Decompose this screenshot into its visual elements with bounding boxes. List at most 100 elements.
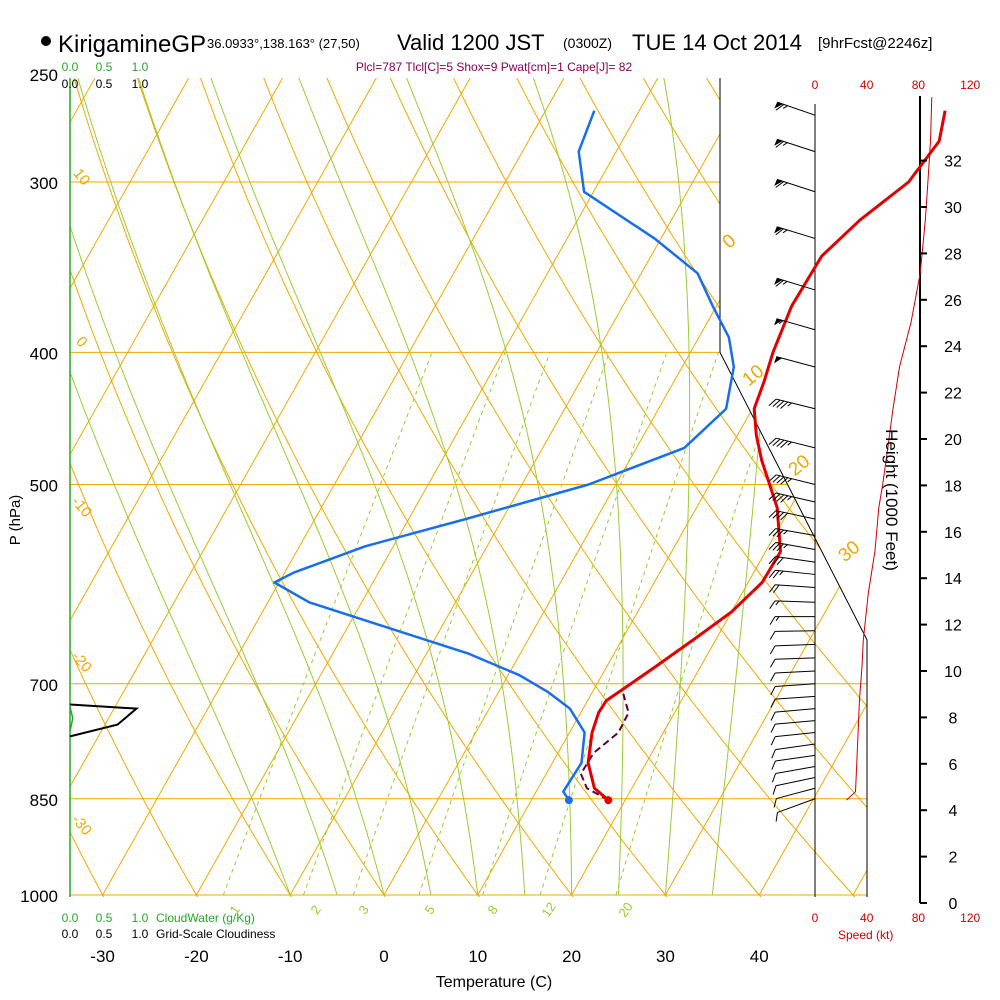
wind-barb: [768, 556, 816, 566]
height-tick-label: 20: [944, 432, 962, 449]
wind-barb-staff: [775, 720, 816, 725]
isotherm-line: [289, 78, 755, 896]
wind-barb-staff: [775, 657, 816, 660]
mixing-ratio-label: 8: [484, 902, 500, 917]
wind-barb: [774, 101, 816, 116]
pressure-axis-label: P (hPa): [7, 495, 24, 546]
station-coords: 36.0933°,138.163° (27,50): [207, 36, 360, 51]
moist-adiabat: [296, 78, 526, 896]
wind-barb-staff: [775, 731, 816, 738]
isotherm-label: 0: [72, 333, 90, 350]
wind-barb: [768, 474, 816, 485]
cloudiness-scale-top: 0.0: [62, 77, 79, 91]
height-tick-label: 4: [949, 803, 958, 820]
wind-barb-flag: [780, 477, 789, 485]
wind-barb-flag: [775, 181, 784, 188]
wind-barb: [769, 616, 815, 625]
speed-tick-label-bottom: 80: [912, 911, 926, 925]
wind-barb-pennant: [774, 356, 783, 364]
pressure-tick-label: 1000: [20, 887, 58, 906]
wind-barb-staff: [775, 754, 816, 762]
wind-barbs: [768, 101, 816, 822]
wind-barb-staff: [776, 356, 816, 368]
height-tick-label: 8: [949, 710, 958, 727]
wind-barb-staff: [776, 474, 816, 485]
wind-barb-flag: [770, 736, 776, 746]
wind-barb: [768, 510, 816, 521]
isotherm-line: [758, 78, 867, 896]
dry-adiabat: [439, 78, 867, 897]
cloudiness-scale-top: 1.0: [132, 77, 149, 91]
height-axis-label: Height (1000 Feet): [882, 429, 901, 571]
wind-barb-staff: [775, 492, 816, 503]
isotherm-line: [70, 78, 286, 896]
surface-dewpoint-point: [564, 796, 573, 805]
mixing-ratio-line: [482, 352, 668, 896]
wind-barb-flag: [776, 400, 785, 408]
wind-barb: [768, 569, 816, 579]
isotherm-line: [70, 78, 473, 896]
speed-tick-label-bottom: 0: [812, 911, 819, 925]
wind-barb: [774, 226, 816, 239]
isotherm-line: [195, 78, 661, 896]
wind-barb-flag: [776, 529, 784, 538]
forecast-tag: [9hrFcst@2246z]: [818, 35, 932, 52]
speed-tick-label-bottom: 120: [960, 911, 980, 925]
dry-adiabat: [314, 78, 867, 897]
wind-barb: [769, 600, 816, 609]
mixing-ratio-line: [615, 352, 787, 896]
dry-adiabat: [502, 78, 867, 897]
wind-barb: [774, 178, 816, 193]
wind-barb: [773, 787, 816, 808]
wind-barb-half-flag: [775, 616, 780, 621]
wind-barb: [770, 720, 816, 733]
mixing-ratio-label: 12: [538, 899, 559, 919]
isotherm-label: 20: [785, 451, 815, 481]
grid-scale-cloudiness-line: [69, 703, 140, 738]
wind-barb: [771, 766, 816, 783]
temperature-axis-label: Temperature (C): [436, 974, 552, 991]
wind-barb-flag: [780, 512, 788, 521]
wind-barb-staff: [774, 630, 816, 632]
wind-barb-flag: [776, 543, 784, 552]
station-name: KirigamineGP: [58, 31, 206, 58]
wind-barb: [770, 731, 816, 746]
wind-barb-pennant: [774, 139, 783, 146]
wind-barb-staff: [775, 556, 816, 563]
isotherm-line: [102, 78, 567, 896]
mixing-ratio-line: [352, 352, 551, 896]
wind-barb: [774, 138, 816, 153]
dry-adiabat: [190, 78, 690, 897]
dry-adiabat: [70, 78, 405, 897]
isotherm-label: -10: [68, 493, 95, 521]
wind-barb-staff: [775, 643, 816, 647]
height-tick-label: 32: [944, 154, 962, 171]
wind-barb-flag: [768, 474, 777, 482]
wind-barb-staff: [775, 766, 816, 774]
wind-barb-staff: [777, 798, 816, 813]
diagram-grid: [0, 50, 867, 924]
wind-barb-half-flag: [782, 229, 788, 234]
wind-barb-flag: [768, 398, 777, 406]
dry-adiabat: [0, 50, 23, 924]
wind-barb-flag: [772, 528, 780, 537]
sounding-params: Plcl=787 Tlcl[C]=5 Shox=9 Pwat[cm]=1 Cap…: [356, 60, 633, 74]
wind-barb-flag: [772, 399, 781, 407]
isotherm-line: [70, 78, 192, 896]
dry-adiabat: [70, 78, 214, 897]
valid-date: TUE 14 Oct 2014: [632, 30, 802, 55]
wind-barb-half-flag: [782, 182, 788, 187]
mixing-ratio-label: 2: [307, 902, 323, 917]
cloud-water-title: CloudWater (g/Kg): [156, 911, 255, 925]
wind-barb-flag: [775, 279, 784, 287]
wind-barb-staff: [775, 584, 816, 589]
height-tick-label: 22: [944, 386, 962, 403]
wind-barb-flag: [775, 104, 785, 111]
wind-barb-flag: [780, 440, 789, 448]
wind-barb-staff: [775, 695, 816, 700]
wind-barb: [769, 584, 816, 593]
height-tick-label: 14: [944, 571, 962, 588]
wind-barb-half-flag: [787, 441, 793, 446]
temperature-tick-label: -30: [90, 947, 115, 966]
